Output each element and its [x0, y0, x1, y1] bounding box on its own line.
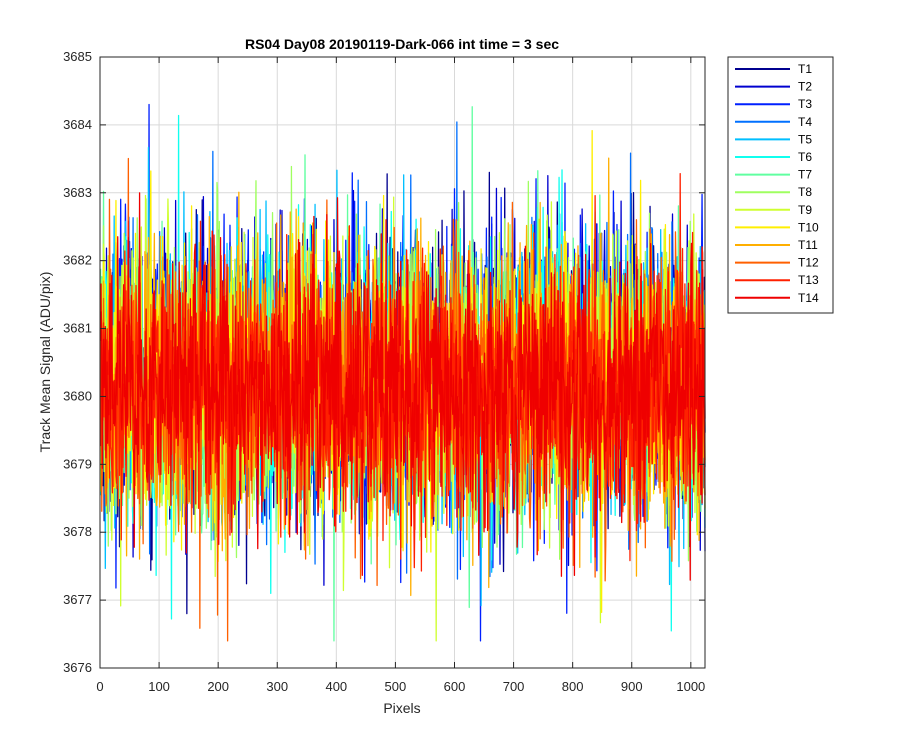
x-tick-label: 0	[96, 679, 103, 694]
series-layer	[99, 103, 706, 642]
legend-label-t11: T11	[798, 238, 818, 252]
y-tick-label: 3678	[63, 524, 92, 539]
x-axis-label: Pixels	[383, 700, 420, 716]
legend-label-t3: T3	[798, 97, 812, 111]
y-tick-label: 3676	[63, 660, 92, 675]
x-tick-label: 600	[444, 679, 466, 694]
legend-label-t4: T4	[798, 115, 812, 129]
legend-label-t10: T10	[798, 220, 819, 234]
y-tick-label: 3682	[63, 253, 92, 268]
legend-items: T1 T2 T3 T4 T5 T6 T7 T8 T9 T10 T11 T12 T13 T14	[735, 62, 819, 305]
x-tick-label: 800	[562, 679, 584, 694]
legend-label-t7: T7	[798, 168, 812, 182]
legend: T1 T2 T3 T4 T5 T6 T7 T8 T9 T10 T11 T12 T13 T14	[727, 56, 834, 314]
x-tick-label: 1000	[676, 679, 705, 694]
y-tick-label: 3684	[63, 117, 92, 132]
y-tick-label: 3679	[63, 456, 92, 471]
legend-label-t9: T9	[798, 203, 812, 217]
x-tick-label: 200	[207, 679, 229, 694]
series-line-t14	[99, 192, 706, 581]
x-tick-label: 400	[325, 679, 347, 694]
x-tick-label: 100	[148, 679, 170, 694]
legend-label-t8: T8	[798, 185, 812, 199]
y-tick-label: 3680	[63, 388, 92, 403]
tick-layer: 0 100 200 300 400 500 600 700 800 900 1000 3676 3677…	[63, 49, 705, 694]
legend-label-t13: T13	[798, 273, 819, 287]
chart-title: RS04 Day08 20190119-Dark-066 int time = …	[245, 36, 559, 52]
axes-box	[99, 56, 706, 669]
y-tick-label: 3683	[63, 185, 92, 200]
x-tick-label: 700	[503, 679, 525, 694]
y-tick-label: 3677	[63, 592, 92, 607]
y-axis-label: Track Mean Signal (ADU/pix)	[37, 272, 53, 453]
legend-label-t1: T1	[798, 62, 812, 76]
legend-box	[727, 56, 834, 314]
x-tick-label: 900	[621, 679, 643, 694]
legend-label-t12: T12	[798, 256, 819, 270]
series-line-t13	[99, 173, 706, 572]
y-tick-label: 3681	[63, 321, 92, 336]
y-tick-label: 3685	[63, 49, 92, 64]
legend-label-t2: T2	[798, 80, 812, 94]
legend-label-t6: T6	[798, 150, 812, 164]
legend-label-t14: T14	[798, 291, 819, 305]
x-tick-label: 500	[385, 679, 407, 694]
x-tick-label: 300	[266, 679, 288, 694]
legend-label-t5: T5	[798, 132, 812, 146]
